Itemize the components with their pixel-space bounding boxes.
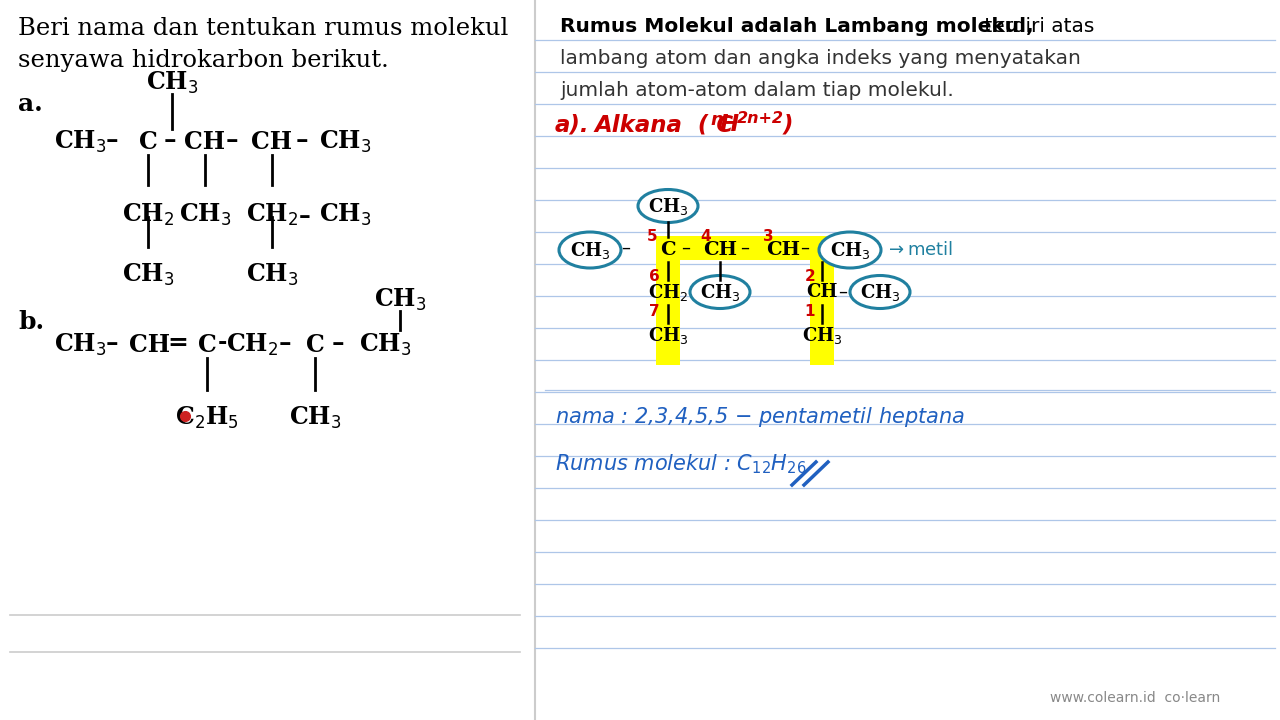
Text: CH: CH — [251, 130, 293, 154]
Text: CH$_3$: CH$_3$ — [54, 129, 106, 155]
Ellipse shape — [690, 276, 750, 308]
Text: 2: 2 — [805, 269, 815, 284]
Text: CH$_3$: CH$_3$ — [358, 332, 411, 358]
Text: –: – — [332, 331, 344, 355]
Text: C: C — [197, 333, 216, 357]
Text: nama : 2,3,4,5,5 $-$ pentametil heptana: nama : 2,3,4,5,5 $-$ pentametil heptana — [556, 405, 965, 429]
Text: –: – — [838, 283, 847, 301]
Text: n: n — [710, 111, 723, 129]
Text: –: – — [800, 239, 809, 257]
Text: Alkana  ( C: Alkana ( C — [594, 113, 733, 136]
Text: 7: 7 — [649, 304, 659, 318]
Text: a).: a). — [556, 113, 590, 136]
Bar — [657, 250, 680, 365]
Text: -: - — [218, 332, 227, 354]
Text: C: C — [660, 241, 676, 259]
Text: CH$_3$: CH$_3$ — [246, 262, 298, 288]
Text: –: – — [225, 128, 238, 152]
Text: b.: b. — [18, 310, 44, 334]
Text: CH$_3$: CH$_3$ — [801, 325, 842, 346]
Ellipse shape — [819, 232, 881, 268]
Text: ): ) — [774, 113, 794, 136]
Ellipse shape — [850, 276, 910, 308]
Text: CH$_3$: CH$_3$ — [700, 282, 740, 302]
Text: CH$_3$: CH$_3$ — [289, 405, 342, 431]
Text: CH$_3$: CH$_3$ — [122, 262, 174, 288]
Text: 6: 6 — [649, 269, 659, 284]
Text: CH$_2$: CH$_2$ — [246, 202, 298, 228]
Text: C: C — [306, 333, 324, 357]
Text: H: H — [719, 113, 739, 136]
Text: 4: 4 — [700, 228, 712, 243]
Text: senyawa hidrokarbon berikut.: senyawa hidrokarbon berikut. — [18, 49, 389, 72]
Text: 3: 3 — [763, 228, 773, 243]
Text: CH$_3$: CH$_3$ — [146, 70, 198, 96]
Text: –: – — [279, 331, 292, 355]
Text: –: – — [106, 128, 118, 152]
Text: –: – — [741, 239, 750, 257]
Text: CH: CH — [184, 130, 225, 154]
Text: 5: 5 — [646, 228, 658, 243]
Text: CH$_3$: CH$_3$ — [570, 240, 611, 261]
Text: –: – — [106, 331, 118, 355]
Bar — [657, 236, 836, 260]
Text: –: – — [681, 239, 690, 257]
Text: CH$_3$: CH$_3$ — [648, 325, 689, 346]
Text: www.colearn.id  co·learn: www.colearn.id co·learn — [1050, 691, 1220, 705]
Text: –: – — [622, 239, 631, 257]
Text: CH$_3$: CH$_3$ — [54, 332, 106, 358]
Ellipse shape — [637, 189, 698, 222]
Text: CH: CH — [765, 241, 800, 259]
Text: –: – — [300, 204, 311, 228]
Text: –: – — [296, 128, 308, 152]
Text: 2n+2: 2n+2 — [737, 111, 783, 126]
Ellipse shape — [559, 232, 621, 268]
Text: CH$_3$: CH$_3$ — [860, 282, 900, 302]
Text: CH$_3$: CH$_3$ — [319, 202, 371, 228]
Text: a.: a. — [18, 92, 42, 116]
Text: CH: CH — [806, 283, 837, 301]
Text: C$_2$H$_5$: C$_2$H$_5$ — [175, 405, 239, 431]
Bar — [810, 250, 835, 365]
Text: CH: CH — [703, 241, 737, 259]
Text: C: C — [138, 130, 157, 154]
Text: CH$_2$: CH$_2$ — [122, 202, 174, 228]
Text: jumlah atom-atom dalam tiap molekul.: jumlah atom-atom dalam tiap molekul. — [561, 81, 954, 100]
Text: CH: CH — [129, 333, 170, 357]
Text: Beri nama dan tentukan rumus molekul: Beri nama dan tentukan rumus molekul — [18, 17, 508, 40]
Text: =: = — [168, 331, 188, 355]
Text: CH$_3$: CH$_3$ — [319, 129, 371, 155]
Text: CH$_3$: CH$_3$ — [829, 240, 870, 261]
Text: –: – — [164, 128, 177, 152]
Text: CH$_3$: CH$_3$ — [179, 202, 232, 228]
Text: 1: 1 — [805, 304, 815, 318]
Text: CH$_3$: CH$_3$ — [648, 196, 689, 217]
Text: lambang atom dan angka indeks yang menyatakan: lambang atom dan angka indeks yang menya… — [561, 49, 1080, 68]
Text: CH$_3$: CH$_3$ — [374, 287, 426, 313]
Text: terdiri atas: terdiri atas — [978, 17, 1094, 36]
Text: $\rightarrow$metil: $\rightarrow$metil — [884, 241, 954, 259]
Text: Rumus Molekul adalah Lambang molekul,: Rumus Molekul adalah Lambang molekul, — [561, 17, 1034, 36]
Text: CH$_2$: CH$_2$ — [648, 282, 689, 302]
Text: CH$_2$: CH$_2$ — [225, 332, 278, 358]
Text: Rumus molekul : C$_{12}$H$_{26}$: Rumus molekul : C$_{12}$H$_{26}$ — [556, 452, 806, 476]
